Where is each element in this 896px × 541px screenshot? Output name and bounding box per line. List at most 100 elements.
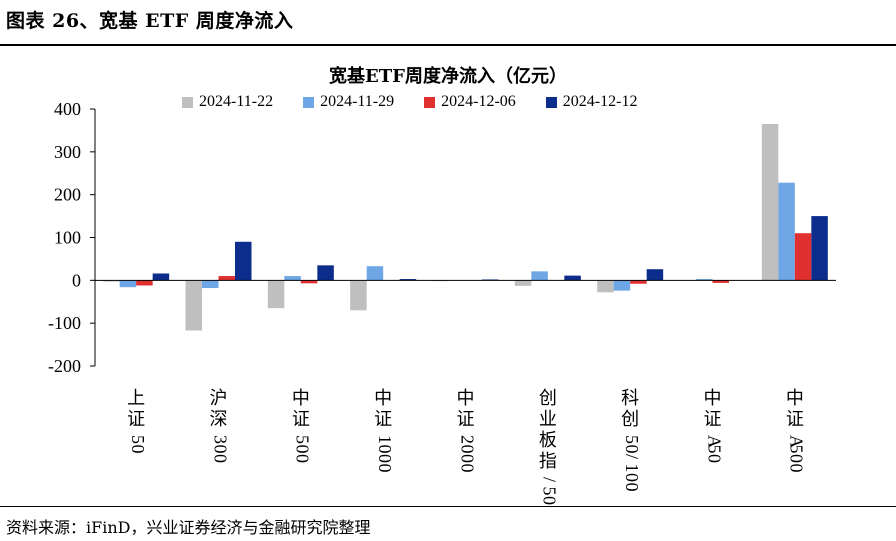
y-tick-label: 400 <box>54 99 81 119</box>
y-tick-label: 300 <box>54 142 81 162</box>
svg-text:业: 业 <box>539 409 557 429</box>
legend-label-1: 2024-11-22 <box>199 93 274 110</box>
legend-swatch-2 <box>303 96 315 108</box>
bar <box>103 280 120 282</box>
svg-text:0: 0 <box>787 464 807 473</box>
svg-text:0: 0 <box>375 464 395 473</box>
bar <box>366 266 384 281</box>
legend-item-4: 2024-12-12 <box>545 93 638 111</box>
svg-text:0: 0 <box>293 454 313 463</box>
legend-label-4: 2024-12-12 <box>562 93 638 110</box>
bar <box>152 273 170 281</box>
svg-text:中: 中 <box>786 388 804 408</box>
legend-item-1: 2024-11-22 <box>182 93 273 111</box>
y-tick-label: 0 <box>72 270 81 290</box>
svg-text:板: 板 <box>539 430 557 450</box>
svg-text:科: 科 <box>621 388 639 408</box>
x-tick-label: 上证 50 <box>127 388 148 454</box>
svg-text:0: 0 <box>787 454 807 463</box>
bar <box>399 279 417 281</box>
bar <box>564 275 581 281</box>
svg-text:0: 0 <box>622 473 642 482</box>
svg-text:指: 指 <box>539 451 557 471</box>
svg-text:5: 5 <box>128 435 148 444</box>
legend-item-2: 2024-11-29 <box>303 93 394 111</box>
bar <box>761 123 779 281</box>
svg-text:1: 1 <box>375 435 395 444</box>
svg-text:证: 证 <box>292 409 310 429</box>
svg-text:0: 0 <box>210 445 230 454</box>
svg-text:5: 5 <box>293 435 313 444</box>
legend-swatch-4 <box>545 96 557 108</box>
bar <box>811 216 828 281</box>
svg-text:深: 深 <box>210 409 228 429</box>
y-tick-label: -100 <box>48 313 81 333</box>
svg-text:证: 证 <box>127 409 145 429</box>
svg-text:创: 创 <box>539 388 557 408</box>
svg-text:0: 0 <box>457 454 477 463</box>
bar <box>514 280 532 286</box>
bar <box>696 279 713 281</box>
legend-label-3: 2024-12-06 <box>441 93 516 110</box>
legend: 2024-11-22 2024-11-29 2024-12-06 2024-12… <box>182 93 637 111</box>
svg-text:沪: 沪 <box>210 388 228 408</box>
svg-text:0: 0 <box>622 445 642 454</box>
svg-text:5: 5 <box>540 487 560 496</box>
svg-text:证: 证 <box>704 409 722 429</box>
bar <box>284 276 301 281</box>
bar <box>267 280 285 309</box>
legend-swatch-1 <box>182 96 193 108</box>
svg-text:证: 证 <box>374 409 392 429</box>
svg-text:0: 0 <box>375 454 395 463</box>
y-tick-label: 100 <box>54 228 81 248</box>
bar <box>119 280 137 288</box>
svg-text:中: 中 <box>374 388 392 408</box>
bar <box>235 241 252 281</box>
bar <box>218 276 235 281</box>
bar <box>646 269 664 281</box>
y-tick-label: -200 <box>48 356 81 376</box>
bottom-divider <box>0 506 896 507</box>
svg-text:创: 创 <box>621 409 639 429</box>
svg-text:0: 0 <box>375 445 395 454</box>
bar <box>613 280 631 291</box>
svg-text:0: 0 <box>210 454 230 463</box>
svg-text:5: 5 <box>787 445 807 454</box>
bar <box>712 280 729 283</box>
svg-text:0: 0 <box>457 445 477 454</box>
chart-title: 宽基ETF周度净流入（亿元） <box>329 66 567 87</box>
legend-item-3: 2024-12-06 <box>424 93 516 111</box>
bar <box>136 280 153 286</box>
svg-text:3: 3 <box>210 435 230 444</box>
svg-text:中: 中 <box>704 388 722 408</box>
svg-text:1: 1 <box>622 464 642 473</box>
svg-text:0: 0 <box>622 483 642 492</box>
svg-text:中: 中 <box>457 388 475 408</box>
svg-text:/: / <box>622 454 642 459</box>
svg-text:证: 证 <box>786 409 804 429</box>
bar <box>350 280 367 311</box>
top-divider <box>0 44 896 46</box>
y-tick-label: 200 <box>54 185 81 205</box>
svg-text:/: / <box>540 477 560 482</box>
svg-text:上: 上 <box>127 388 145 408</box>
bar <box>300 280 318 284</box>
bar <box>202 280 219 289</box>
svg-text:0: 0 <box>457 464 477 473</box>
bar <box>794 233 812 281</box>
figure-title: 图表 26、宽基 ETF 周度净流入 <box>6 10 294 32</box>
bar <box>778 182 795 281</box>
bar <box>531 271 548 281</box>
bar <box>630 280 647 284</box>
bar <box>317 265 334 281</box>
svg-text:证: 证 <box>457 409 475 429</box>
svg-text:0: 0 <box>293 445 313 454</box>
svg-text:5: 5 <box>704 445 724 454</box>
legend-label-2: 2024-11-29 <box>320 93 395 110</box>
